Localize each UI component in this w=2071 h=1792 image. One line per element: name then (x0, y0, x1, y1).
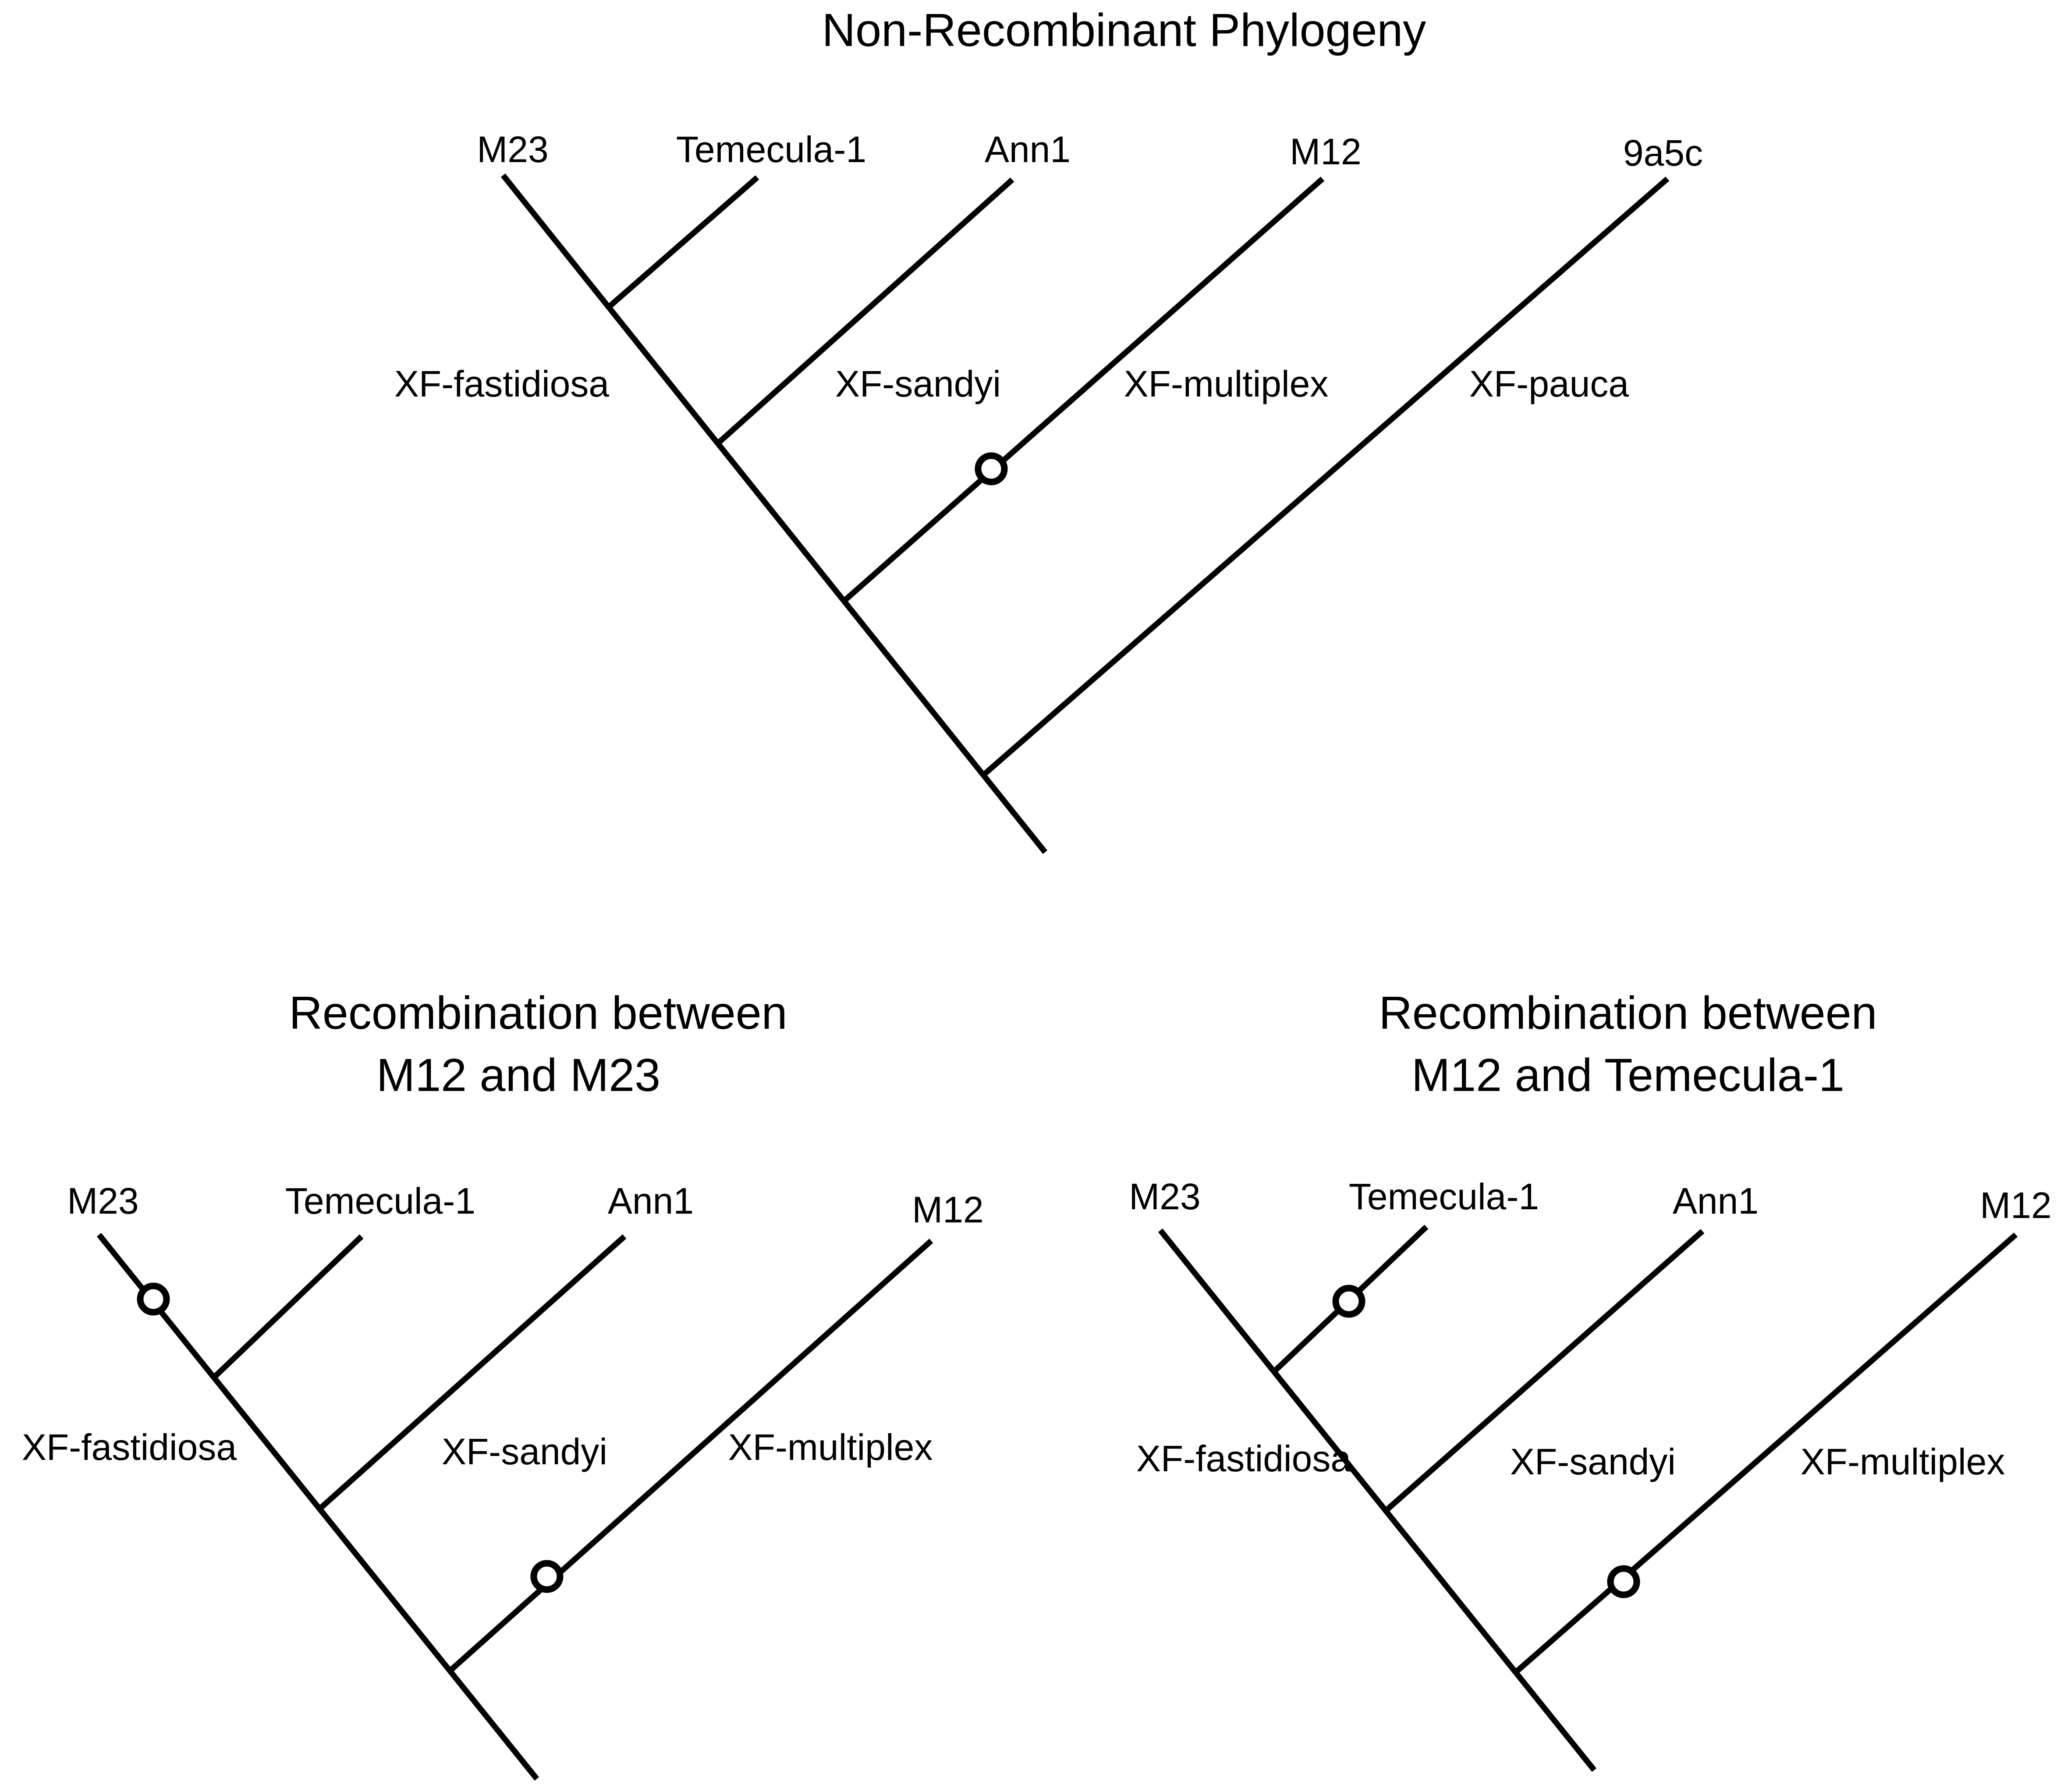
tip-label: M23 (1129, 1176, 1200, 1217)
tip-label: M23 (67, 1180, 138, 1222)
branch-9a5c (982, 177, 1670, 777)
branch-m12 (1512, 1232, 2018, 1676)
branch-ann1 (1383, 1229, 1705, 1514)
branch-ann1 (317, 1234, 627, 1512)
recombination-marker (975, 452, 1008, 485)
branch-temecula-1 (211, 1234, 364, 1380)
clade-label: XF-multiplex (1124, 363, 1329, 404)
tree-recombination-m12-m23: Recombination between M12 and M23 M23 Te… (22, 987, 984, 1781)
tip-label: M12 (912, 1189, 983, 1230)
backbone-branch (1158, 1228, 1597, 1772)
tree-title-line: M12 and M23 (376, 1049, 660, 1101)
clade-label: XF-fastidiosa (1136, 1438, 1351, 1479)
tip-label: 9a5c (1623, 132, 1703, 174)
tree-recombination-m12-temecula-1: Recombination between M12 and Temecula-1… (1129, 987, 2052, 1772)
tip-label: M23 (477, 129, 548, 170)
clade-label: XF-fastidiosa (394, 363, 609, 404)
clade-label: XF-multiplex (1801, 1441, 2005, 1482)
tip-label: Temecula-1 (676, 129, 866, 170)
tip-label: Temecula-1 (285, 1180, 475, 1222)
tree-title-line: Recombination between (1379, 987, 1877, 1039)
clade-label: XF-pauca (1469, 363, 1629, 404)
branch-temecula-1 (607, 175, 759, 309)
tip-label: Ann1 (1673, 1180, 1759, 1222)
branch-ann1 (716, 177, 1014, 446)
tree-title-line: Non-Recombinant Phylogeny (822, 4, 1426, 56)
tree-title-line: M12 and Temecula-1 (1411, 1049, 1844, 1101)
recombination-marker (1332, 1285, 1365, 1318)
tree-non-recombinant: Non-Recombinant Phylogeny M23 Temecula-1… (394, 4, 1703, 854)
tree-title-line: Recombination between (289, 987, 787, 1039)
recombination-marker (137, 1282, 170, 1316)
clade-label: XF-fastidiosa (22, 1427, 237, 1468)
recombination-marker (1607, 1565, 1640, 1598)
tip-label: Temecula-1 (1349, 1176, 1539, 1217)
branch-m12 (843, 177, 1325, 602)
branch-m12 (447, 1239, 933, 1674)
tip-label: M12 (1290, 131, 1361, 172)
clade-label: XF-multiplex (728, 1427, 933, 1468)
tip-label: Ann1 (985, 129, 1071, 170)
recombination-marker (530, 1560, 564, 1593)
clade-label: XF-sandyi (835, 363, 1001, 404)
backbone-branch (500, 173, 1048, 854)
clade-label: XF-sandyi (442, 1431, 607, 1472)
tip-label: M12 (1980, 1185, 2051, 1226)
clade-label: XF-sandyi (1510, 1441, 1676, 1482)
tip-label: Ann1 (608, 1180, 694, 1222)
